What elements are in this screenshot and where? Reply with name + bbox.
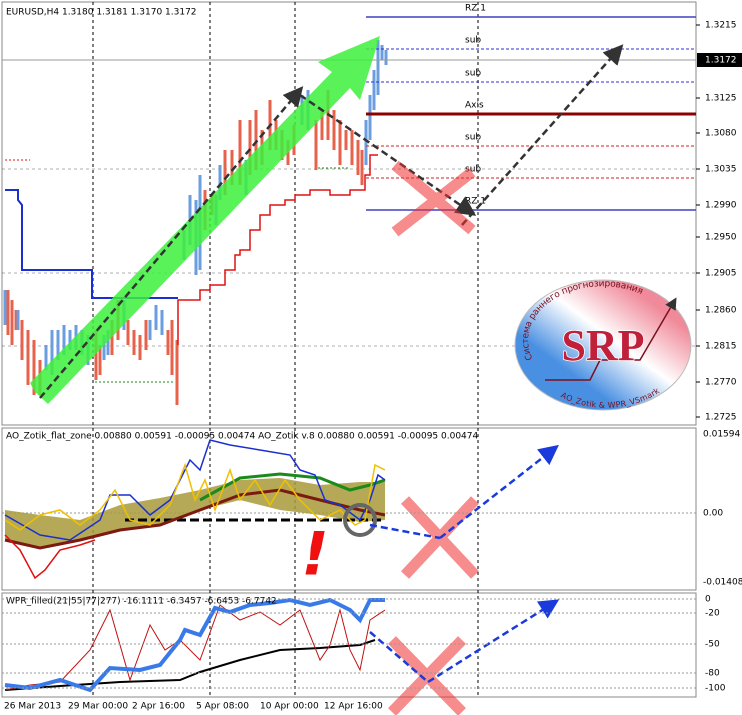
price-tick-label: 1.2725 (705, 413, 737, 423)
time-label: 2 Apr 16:00 (132, 702, 185, 712)
level-label: RZ 1 (465, 4, 486, 14)
price-tick-label: 1.2950 (705, 233, 737, 243)
level-label: sub (465, 165, 481, 175)
wpr-tick-label: -50 (705, 640, 720, 650)
level-label: sub (465, 69, 481, 79)
price-tick-label: 1.3080 (705, 129, 737, 139)
ao-blue (4, 439, 386, 541)
trend-arrow (30, 36, 380, 404)
price-tick-label: 1.3215 (705, 21, 737, 31)
wpr-main (4, 597, 385, 693)
price-tick-label: 1.2770 (705, 378, 737, 388)
price-tick-label: 1.2815 (705, 342, 737, 352)
current-price-box (697, 53, 742, 67)
time-label: 26 Mar 2013 (4, 702, 61, 712)
current-price: 1.3172 (705, 56, 737, 66)
level-label: sub (465, 133, 481, 143)
ao-tick-label: -0.01408 (703, 578, 742, 588)
ao-arrows (369, 444, 560, 684)
alert-mark: ! (301, 520, 328, 590)
time-label: 10 Apr 00:00 (260, 702, 319, 712)
ao-yellow (4, 462, 386, 531)
ao-red (4, 534, 96, 580)
price-tick-label: 1.2990 (705, 201, 737, 211)
price-tick-label: 1.3035 (705, 165, 737, 175)
logo: SRP Система раннего прогнозирования AO_Z… (514, 279, 692, 411)
time-label: 5 Apr 08:00 (196, 702, 249, 712)
channel-line (5, 189, 178, 299)
ao-header: AO_Zotik_flat_zone 0.00880 0.00591 -0.00… (6, 432, 479, 442)
level-label: sub (465, 36, 481, 46)
wpr-slow (4, 639, 376, 691)
price-tick-label: 1.2860 (705, 306, 737, 316)
price-header: EURUSD,H4 1.3180 1.3181 1.3170 1.3172 (6, 8, 197, 18)
stop-line (177, 154, 378, 345)
price-tick-label: 1.3125 (705, 94, 737, 104)
level-label: Axis (465, 101, 484, 111)
time-label: 12 Apr 16:00 (324, 702, 383, 712)
signal-circle (343, 503, 377, 537)
ao-green (199, 472, 386, 502)
flat-zone (5, 478, 385, 548)
ao-tick-label: 0.00 (703, 509, 723, 519)
wpr-tick-label: -20 (705, 609, 720, 619)
wpr-tick-label: 0 (705, 595, 711, 605)
forecast-arrows (39, 44, 624, 399)
axes: 1.3215 1.3125 1.3080 1.3035 1.2990 1.2950 1.29… (2, 21, 742, 712)
time-label: 29 Mar 00:00 (68, 702, 128, 712)
wpr-tick-label: -100 (705, 684, 726, 694)
ao-tick-label: 0.01594 (703, 430, 740, 440)
wpr-tick-label: -80 (705, 669, 720, 679)
wpr-header: WPR_filled(21|55|77|277) -16.1111 -6.345… (6, 597, 277, 607)
level-label: RZ 1 (465, 197, 486, 207)
logo-title: SRP (561, 321, 644, 370)
price-tick-label: 1.2905 (705, 269, 737, 279)
support-dots (95, 167, 350, 383)
